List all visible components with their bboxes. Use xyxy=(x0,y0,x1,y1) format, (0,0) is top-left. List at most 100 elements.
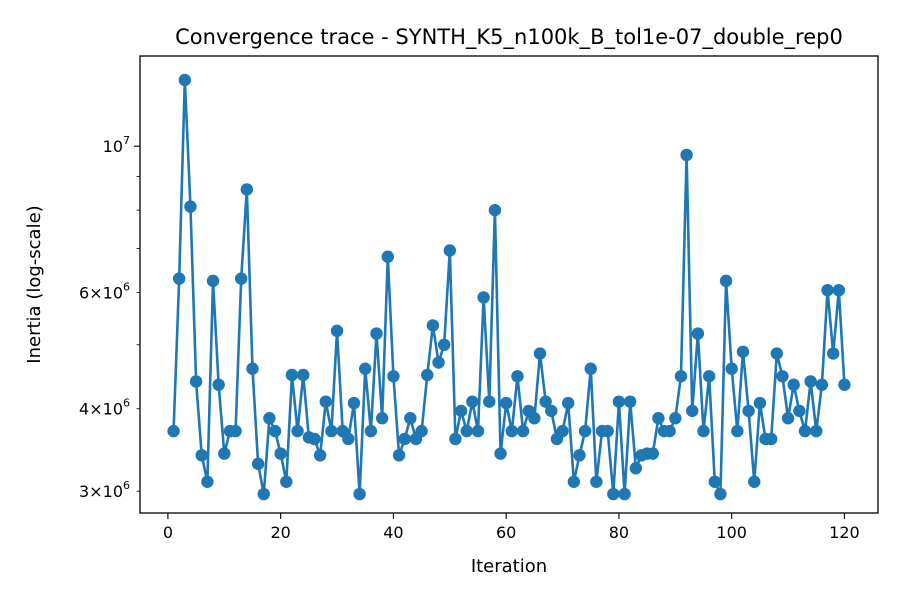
data-point xyxy=(280,475,293,488)
data-point xyxy=(404,412,417,425)
data-point xyxy=(347,396,361,410)
axis-ticks: 0 20 40 60 80 100 120 107 3×106 4×106 6×106 xyxy=(79,134,860,542)
data-point xyxy=(195,449,208,462)
data-point xyxy=(533,347,547,360)
data-point xyxy=(618,487,631,501)
data-point xyxy=(449,432,462,446)
data-point xyxy=(776,370,789,383)
data-point xyxy=(201,475,214,488)
y-tick-label: 107 xyxy=(103,134,130,156)
data-point xyxy=(815,378,829,391)
y-tick-label: 4×106 xyxy=(79,397,130,419)
data-point xyxy=(663,424,676,438)
data-point xyxy=(313,449,327,462)
data-point xyxy=(764,432,778,446)
data-point xyxy=(353,487,366,501)
data-point xyxy=(719,274,733,288)
x-tick-label: 0 xyxy=(163,523,173,542)
data-point xyxy=(680,148,693,162)
data-point xyxy=(539,395,552,408)
chart-title: Convergence trace - SYNTH_K5_n100k_B_tol… xyxy=(175,25,843,50)
data-point xyxy=(562,396,575,410)
data-point xyxy=(612,395,626,408)
data-point xyxy=(686,404,699,418)
data-point xyxy=(770,347,783,360)
data-point xyxy=(251,457,265,471)
data-point xyxy=(748,475,761,488)
x-tick-label: 120 xyxy=(829,523,860,542)
x-tick-label: 100 xyxy=(716,523,747,542)
data-point xyxy=(528,412,541,425)
data-point xyxy=(584,362,597,375)
data-point xyxy=(821,283,834,297)
data-point xyxy=(505,424,519,438)
data-point xyxy=(387,370,400,383)
data-point xyxy=(246,362,259,375)
y-tick-label: 6×106 xyxy=(79,281,130,303)
data-point xyxy=(488,203,502,217)
x-tick-label: 60 xyxy=(496,523,516,542)
x-tick-label: 20 xyxy=(270,523,290,542)
data-point xyxy=(330,324,344,338)
data-point xyxy=(297,368,310,382)
data-point xyxy=(398,432,411,446)
data-point xyxy=(669,412,682,425)
data-point xyxy=(415,424,428,438)
data-point xyxy=(437,338,451,352)
data-point xyxy=(421,368,434,382)
data-point xyxy=(477,291,490,304)
data-point xyxy=(494,447,507,460)
data-point xyxy=(212,378,225,391)
data-point xyxy=(460,424,473,438)
data-point xyxy=(381,250,394,263)
data-point xyxy=(804,375,817,388)
data-point xyxy=(432,356,445,369)
data-point xyxy=(556,424,569,438)
data-point xyxy=(793,404,806,418)
data-point xyxy=(308,432,321,446)
data-point xyxy=(545,404,558,418)
data-point xyxy=(268,424,282,438)
plot-frame xyxy=(139,55,879,514)
data-point xyxy=(370,327,383,340)
data-point xyxy=(742,404,755,418)
data-point xyxy=(674,370,688,383)
data-point xyxy=(325,424,338,438)
data-marks xyxy=(167,73,851,501)
data-point xyxy=(274,447,287,460)
data-point xyxy=(466,395,479,408)
data-point xyxy=(499,396,513,410)
data-point xyxy=(714,487,727,501)
data-point xyxy=(454,404,468,418)
data-point xyxy=(189,375,203,388)
data-point xyxy=(708,475,721,488)
data-point xyxy=(392,449,406,462)
data-point xyxy=(359,362,372,375)
data-point xyxy=(578,424,592,438)
data-point xyxy=(511,370,524,383)
data-point xyxy=(375,412,389,425)
data-point xyxy=(601,424,614,438)
data-point xyxy=(172,272,186,285)
data-point xyxy=(787,378,800,391)
data-point xyxy=(167,424,180,438)
data-point xyxy=(838,378,851,391)
data-point xyxy=(590,475,603,488)
data-point xyxy=(483,395,496,408)
data-point xyxy=(652,412,665,425)
x-tick-label: 80 xyxy=(609,523,629,542)
data-point xyxy=(567,475,581,488)
data-point xyxy=(319,395,332,408)
data-point xyxy=(240,183,254,196)
data-point xyxy=(826,347,840,360)
data-point xyxy=(725,362,738,375)
data-point xyxy=(607,487,620,501)
data-point xyxy=(697,424,710,438)
data-point xyxy=(573,449,586,462)
data-point xyxy=(810,424,823,438)
data-point xyxy=(218,447,231,460)
data-point xyxy=(471,424,485,438)
data-point xyxy=(229,424,242,438)
data-point xyxy=(206,274,220,288)
data-point xyxy=(263,412,276,425)
